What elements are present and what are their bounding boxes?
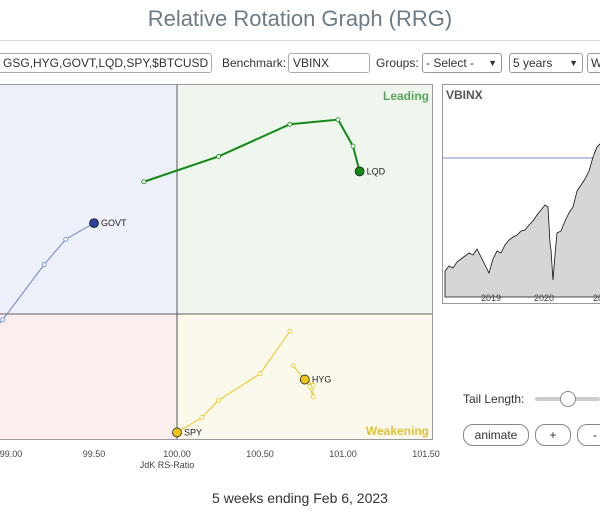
weakening-label: Weakening bbox=[366, 424, 429, 438]
frequency-select-value: W bbox=[591, 56, 600, 70]
benchmark-area bbox=[444, 143, 600, 298]
groups-select[interactable]: - Select - ▼ bbox=[422, 53, 502, 73]
series-tail-lqd bbox=[143, 118, 361, 183]
benchmark-name: VBINX bbox=[446, 88, 483, 102]
series-point-lqd bbox=[350, 143, 356, 149]
period-select[interactable]: 5 years ▼ bbox=[509, 53, 583, 73]
groups-select-value: - Select - bbox=[426, 56, 475, 70]
series-point-hyg bbox=[310, 382, 316, 388]
series-point-lqd-current[interactable] bbox=[354, 166, 365, 177]
symbols-input[interactable]: GSG,HYG,GOVT,LQD,SPY,$BTCUSD bbox=[0, 53, 212, 73]
quadrant-lagging bbox=[0, 314, 177, 439]
x-axis-label: JdK RS-Ratio bbox=[140, 460, 195, 470]
chevron-down-icon: ▼ bbox=[488, 58, 497, 68]
mini-x-tick: 202 bbox=[593, 293, 600, 303]
series-point-govt-current[interactable] bbox=[89, 218, 99, 229]
x-tick-label: 101.00 bbox=[329, 449, 357, 459]
leading-label: Leading bbox=[383, 89, 429, 103]
title-divider bbox=[0, 40, 600, 41]
series-label-govt: GOVT bbox=[101, 218, 127, 228]
benchmark-chart: VBINX 2019 2020 202 bbox=[442, 84, 600, 304]
series-label-hyg: HYG bbox=[312, 375, 332, 385]
series-point-spy-current[interactable] bbox=[172, 427, 182, 438]
tail-length-slider[interactable] bbox=[535, 391, 600, 407]
groups-label: Groups: bbox=[376, 56, 419, 70]
page-title: Relative Rotation Graph (RRG) bbox=[147, 6, 453, 31]
series-label-lqd: LQD bbox=[367, 166, 386, 176]
chevron-down-icon: ▼ bbox=[569, 58, 578, 68]
series-point-govt bbox=[41, 262, 47, 267]
toolbar: GSG,HYG,GOVT,LQD,SPY,$BTCUSD Benchmark: … bbox=[0, 52, 600, 76]
benchmark-plot: VBINX 2019 2020 202 bbox=[443, 88, 600, 303]
series-point-lqd bbox=[335, 117, 341, 123]
date-range-caption: 5 weeks ending Feb 6, 2023 bbox=[212, 490, 388, 506]
tail-length-slider-handle[interactable] bbox=[559, 391, 576, 407]
series-point-hyg bbox=[290, 363, 296, 369]
series-point-spy bbox=[257, 371, 263, 377]
series-point-lqd bbox=[216, 154, 221, 159]
x-axis: 99.00 99.50 100.00 100.50 101.00 101.50 JdK R… bbox=[0, 449, 440, 470]
animate-button[interactable]: animate bbox=[463, 424, 529, 446]
series-point-spy bbox=[199, 415, 205, 420]
rrg-plot: Leading Weakening LQD GOVT HYG SPY bbox=[0, 85, 432, 439]
series-point-hyg bbox=[310, 394, 316, 400]
series-point-spy bbox=[216, 397, 221, 403]
increase-button[interactable]: + bbox=[535, 424, 571, 446]
mini-x-tick: 2020 bbox=[534, 293, 554, 303]
mini-x-tick: 2019 bbox=[481, 293, 501, 303]
x-tick-label: 99.50 bbox=[83, 449, 106, 459]
quadrant-leading bbox=[177, 85, 432, 314]
x-tick-label: 101.50 bbox=[412, 449, 440, 459]
frequency-select[interactable]: W bbox=[587, 53, 600, 73]
series-point-govt bbox=[0, 317, 6, 323]
benchmark-label: Benchmark: bbox=[222, 56, 287, 70]
series-point-govt bbox=[63, 236, 69, 242]
series-point-spy bbox=[287, 328, 293, 334]
tail-length-label: Tail Length: bbox=[463, 392, 525, 406]
x-tick-label: 100.00 bbox=[163, 449, 191, 459]
series-point-lqd bbox=[287, 121, 293, 127]
rrg-chart: Leading Weakening LQD GOVT HYG SPY bbox=[0, 84, 433, 440]
x-tick-label: 100.50 bbox=[246, 449, 274, 459]
quadrant-improving bbox=[0, 85, 177, 314]
series-point-hyg-current[interactable] bbox=[299, 374, 310, 385]
period-select-value: 5 years bbox=[513, 56, 553, 70]
series-point-lqd bbox=[141, 179, 147, 185]
decrease-button[interactable]: - bbox=[577, 424, 600, 446]
benchmark-input[interactable]: VBINX bbox=[288, 53, 370, 73]
x-tick-label: 99.00 bbox=[0, 449, 22, 459]
series-label-spy: SPY bbox=[184, 427, 202, 437]
